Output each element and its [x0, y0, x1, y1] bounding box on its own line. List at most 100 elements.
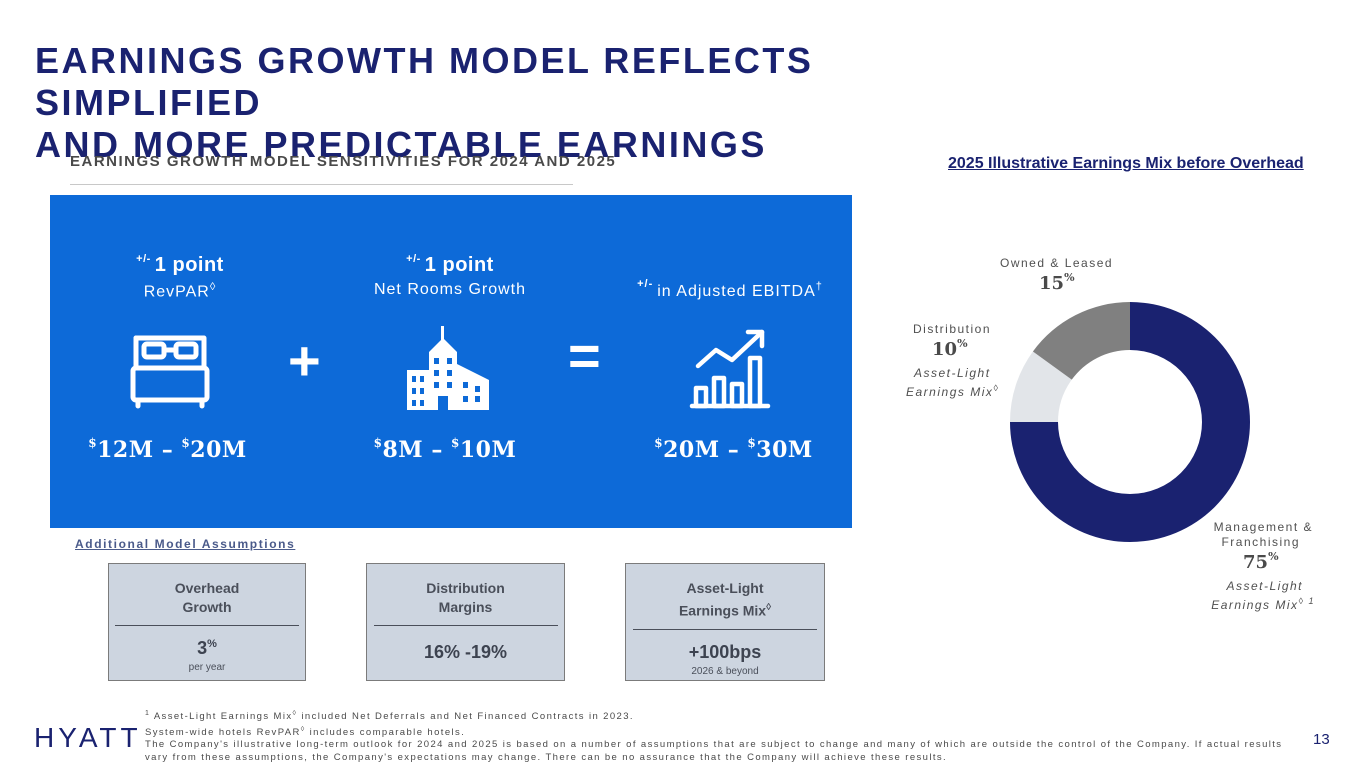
footnote-1: 1 Asset-Light Earnings Mix◊ included Net… [145, 708, 1305, 724]
donut-slice-management-franchising [1010, 302, 1250, 542]
percent-sign: % [1064, 271, 1075, 284]
card-note: 2026 & beyond [691, 665, 759, 677]
net-rooms-big: 1 point [424, 254, 494, 276]
page-title: EARNINGS GROWTH MODEL REFLECTS SIMPLIFIE… [35, 40, 1035, 166]
distribution-percent: 10% [932, 337, 968, 360]
currency-sign: $ [181, 436, 191, 450]
net-rooms-prefix: +/- [406, 253, 421, 265]
card-divider [633, 628, 817, 630]
card-note: per year [188, 662, 226, 673]
footnote-text: System-wide hotels RevPAR [145, 726, 301, 738]
range-dash: – [431, 437, 443, 463]
footnote-number: 1 [145, 710, 151, 717]
card-title-line: Distribution [426, 580, 505, 596]
card-title-mark: ◊ [766, 602, 772, 613]
mf-note-mark: ◊ 1 [1298, 596, 1315, 606]
ebitda-value: $20M – $30M [636, 436, 831, 463]
range-dash: – [161, 437, 174, 463]
card-value-sup: % [207, 638, 217, 650]
card-title-line: Overhead [174, 580, 240, 596]
footnote-2: System-wide hotels RevPAR◊ includes comp… [145, 724, 1305, 740]
mf-note-line: Asset-Light [1226, 579, 1303, 593]
footnote-mark: ◊ [300, 725, 306, 733]
title-line-1: EARNINGS GROWTH MODEL REFLECTS SIMPLIFIE… [35, 40, 814, 123]
overhead-growth-card: Overhead Growth 3% per year [108, 563, 306, 681]
section-subtitle: EARNINGS GROWTH MODEL SENSITIVITIES FOR … [70, 153, 617, 170]
distribution-label: Distribution [913, 322, 992, 336]
asset-light-mix-card: Asset-Light Earnings Mix◊ +100bps 2026 &… [625, 563, 825, 681]
buildings-icon [403, 324, 493, 417]
mf-note-line: Earnings Mix [1211, 598, 1299, 612]
card-divider [373, 625, 558, 626]
distribution-note-mark: ◊ [993, 383, 1000, 393]
equals-sign: = [568, 324, 601, 387]
revpar-value: $12M – $20M [75, 436, 260, 463]
chart-title: 2025 Illustrative Earnings Mix before Ov… [948, 155, 1304, 172]
card-value: 3% [109, 638, 305, 659]
card-title-line: Earnings Mix [678, 602, 767, 619]
percent-sign: % [1268, 550, 1279, 563]
percent-sign: % [957, 337, 968, 350]
plus-sign: + [288, 329, 321, 392]
donut-slice-owned-leased [1032, 302, 1130, 380]
net-rooms-value: $8M – $10M [355, 436, 535, 463]
footnote-text: included Net Deferrals and Net Financed … [301, 711, 634, 723]
mf-label-line: Franchising [1221, 535, 1300, 549]
distribution-value: 10 [932, 339, 958, 360]
footnote-mark: ◊ [292, 710, 298, 717]
mf-note: Asset-Light Earnings Mix◊ 1 [1205, 579, 1315, 613]
ebitda-label: in Adjusted EBITDA [657, 283, 816, 300]
owned-leased-value: 15 [1039, 273, 1065, 294]
distribution-note-line: Earnings Mix [906, 385, 994, 399]
ebitda-prefix: +/- [637, 278, 654, 290]
earnings-mix-donut-chart [1010, 302, 1250, 542]
bed-icon [128, 330, 212, 415]
mf-label-line: Management & [1213, 520, 1313, 534]
ebitda-mark: † [815, 280, 823, 293]
hyatt-logo: HYATT [34, 722, 142, 753]
ebitda-header: +/- in Adjusted EBITDA† [615, 278, 845, 301]
card-value-number: 3 [197, 638, 208, 658]
ebitda-value-high: 30M [756, 437, 813, 463]
currency-sign: $ [747, 436, 757, 450]
net-rooms-header: +/- 1 point Net Rooms Growth [355, 253, 545, 299]
revpar-label: RevPAR [143, 283, 210, 301]
card-title: Distribution Margins [367, 579, 564, 617]
donut-slice-distribution [1010, 351, 1072, 422]
revpar-value-high: 20M [190, 437, 247, 463]
revpar-header: +/- 1 point RevPAR◊ [95, 253, 265, 301]
footnotes: 1 Asset-Light Earnings Mix◊ included Net… [145, 708, 1305, 764]
page-number: 13 [1313, 731, 1330, 748]
net-rooms-value-low: 8M [382, 437, 424, 463]
card-title-line: Growth [182, 599, 232, 615]
revpar-value-low: 12M [97, 437, 154, 463]
subtitle-divider [70, 184, 573, 185]
distribution-note: Asset-Light Earnings Mix◊ [906, 366, 1000, 400]
card-title: Asset-Light Earnings Mix◊ [626, 579, 824, 621]
currency-sign: $ [88, 436, 98, 450]
revpar-mark: ◊ [209, 281, 217, 293]
mf-label: Management & Franchising [1213, 520, 1313, 550]
card-value: +100bps [688, 641, 762, 662]
footnote-text: Asset-Light Earnings Mix [153, 711, 293, 723]
card-title-line: Asset-Light [686, 580, 764, 596]
revpar-prefix: +/- [136, 253, 151, 265]
card-value: 16% -19% [423, 642, 508, 662]
card-title-line: Margins [438, 599, 493, 615]
currency-sign: $ [373, 436, 383, 450]
distribution-note-line: Asset-Light [914, 366, 991, 380]
ebitda-value-low: 20M [663, 437, 720, 463]
currency-sign: $ [451, 436, 460, 450]
currency-sign: $ [654, 436, 664, 450]
growth-chart-icon [688, 326, 772, 415]
distribution-margins-card: Distribution Margins 16% -19% [366, 563, 565, 681]
mf-percent: 75% [1243, 550, 1279, 573]
footnote-text: includes comparable hotels. [309, 726, 466, 738]
assumptions-title: Additional Model Assumptions [75, 537, 296, 551]
card-divider [115, 625, 299, 626]
revpar-big: 1 point [154, 254, 224, 276]
title-line-2: AND MORE PREDICTABLE EARNINGS [35, 124, 767, 165]
net-rooms-value-high: 10M [459, 437, 517, 463]
owned-leased-label: Owned & Leased [1000, 256, 1114, 270]
card-title: Overhead Growth [109, 579, 305, 617]
